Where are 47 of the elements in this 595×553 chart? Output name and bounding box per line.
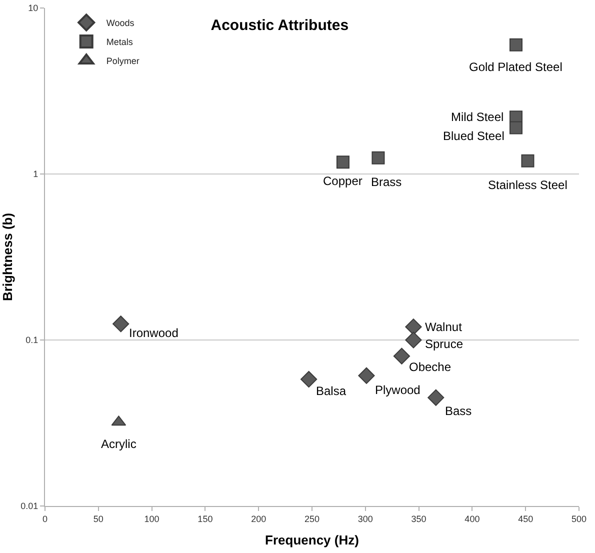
point — [405, 332, 422, 348]
point — [428, 389, 444, 406]
annotation: Mild Steel — [451, 110, 504, 124]
point — [521, 154, 534, 168]
point — [112, 316, 130, 332]
y-tick-label: 0.01 — [20, 501, 38, 512]
x-tick-label: 300 — [358, 514, 373, 524]
x-tick-label: 350 — [411, 514, 426, 524]
point — [336, 156, 350, 169]
text: Acoustic Attributes — [210, 16, 349, 34]
x-tick-label: 450 — [518, 514, 534, 524]
y-tick-label: 1 — [33, 169, 38, 180]
annotation: Gold Plated Steel — [469, 60, 562, 74]
y-tick-label: 10 — [28, 3, 38, 14]
annotation: Acrylic — [101, 437, 136, 451]
annotation: Stainless Steel — [488, 178, 568, 192]
x-tick-label: 400 — [464, 514, 480, 524]
legend-label: Polymer — [106, 56, 140, 66]
x-tick-label: 200 — [251, 514, 266, 524]
annotation: Plywood — [375, 383, 420, 397]
y-axis-title: Brightness (b) — [0, 212, 15, 302]
point — [509, 121, 522, 134]
annotation: Obeche — [409, 360, 452, 374]
y-tick-label: 0.1 — [26, 335, 38, 346]
x-tick-label: 100 — [144, 514, 160, 524]
legend-label: Woods — [106, 18, 135, 28]
legend-label: Metals — [106, 37, 134, 48]
x-tick-label: 150 — [198, 514, 213, 524]
annotation: Bass — [445, 404, 472, 418]
annotation: Spruce — [425, 337, 464, 351]
point — [405, 318, 422, 336]
point — [300, 370, 318, 388]
annotation: Balsa — [316, 384, 346, 398]
annotation: Blued Steel — [443, 129, 504, 143]
annotation: Copper — [323, 174, 362, 188]
x-tick-label: 500 — [571, 514, 587, 524]
x-tick-label: 250 — [304, 514, 320, 524]
point — [358, 367, 375, 384]
annotation: Ironwood — [129, 326, 178, 340]
x-axis-title: Frequency (Hz) — [265, 532, 359, 548]
annotation: Walnut — [425, 320, 463, 334]
annotation: Brass — [371, 175, 402, 189]
point — [509, 38, 522, 52]
x-tick-label: 0 — [42, 514, 48, 524]
x-tick-label: 50 — [93, 514, 104, 524]
point — [393, 348, 410, 364]
point — [372, 151, 385, 164]
